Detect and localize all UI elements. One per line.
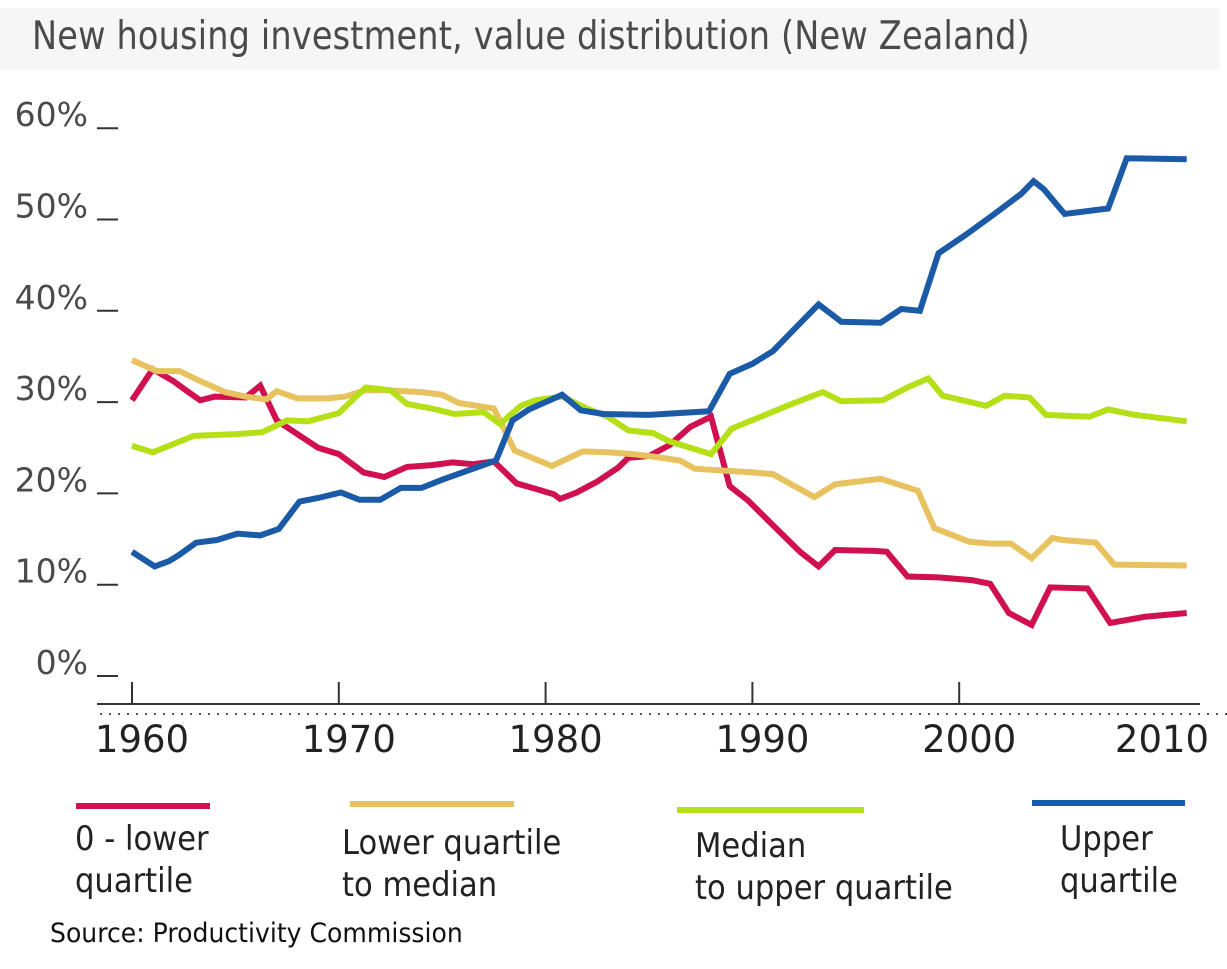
- source-note: Source: Productivity Commission: [50, 918, 463, 949]
- x-tick-label: 1960: [95, 718, 189, 761]
- axes: [97, 127, 1227, 715]
- legend-swatch: [350, 801, 514, 807]
- x-tick-label: 1970: [302, 718, 396, 761]
- y-tick-label: 0%: [36, 643, 88, 682]
- series-line-lower-quartile-to-median: [130, 357, 1187, 569]
- legend-label: Median to upper quartile: [695, 826, 953, 908]
- y-tick-label: 40%: [15, 278, 88, 317]
- series-line-upper-quartile: [130, 155, 1187, 570]
- legend-swatch: [76, 803, 210, 809]
- series-group: [129, 155, 1188, 629]
- legend-swatch: [1032, 800, 1185, 806]
- y-tick-label: 10%: [15, 552, 88, 591]
- series-line-median-to-upper-quartile: [131, 374, 1188, 458]
- y-tick-label: 50%: [15, 187, 88, 226]
- y-tick-label: 20%: [15, 460, 88, 499]
- x-tick-label: 1980: [509, 718, 603, 761]
- legend-label: Upper quartile: [1060, 819, 1178, 901]
- x-tick-label: 2010: [1115, 718, 1209, 761]
- legend-swatch: [677, 807, 864, 813]
- title-bar: [0, 8, 1220, 70]
- series-line-0-lower-quartile: [129, 365, 1187, 629]
- y-tick-label: 60%: [15, 95, 88, 134]
- y-tick-label: 30%: [15, 369, 88, 408]
- legend-label: 0 - lower quartile: [75, 819, 209, 901]
- tick-labels: 0% 10% 20% 30% 40% 50% 60% 1960 1970 1980 1990 2000…: [15, 95, 1209, 761]
- x-tick-label: 2000: [922, 718, 1016, 761]
- x-tick-label: 1990: [715, 718, 809, 761]
- legend-label: Lower quartile to median: [342, 823, 562, 905]
- chart-title: New housing investment, value distributi…: [32, 14, 1030, 59]
